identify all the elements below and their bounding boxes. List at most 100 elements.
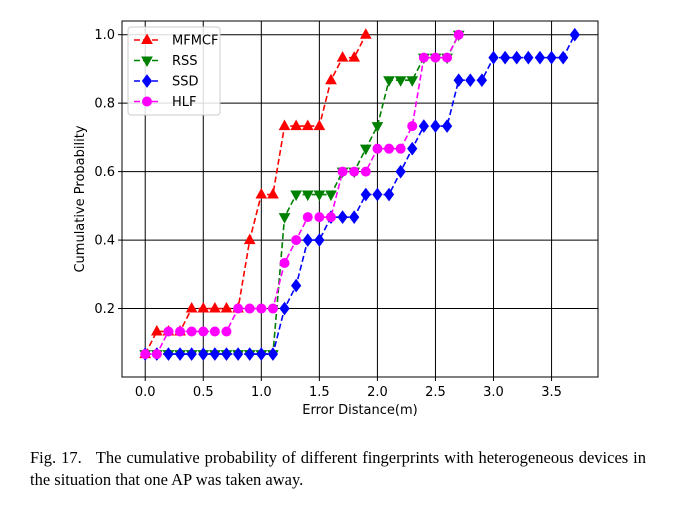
y-tick-label: 0.8 xyxy=(94,97,115,112)
cdf-chart: 0.0 0.5 1.0 1.5 2.0 2.5 3.0 3.50.20.40.60.81.0 … xyxy=(73,20,599,418)
data-point-ssd xyxy=(279,301,290,316)
data-point-ssd xyxy=(360,187,371,202)
data-point-hlf xyxy=(163,326,174,337)
data-point-ssd xyxy=(198,347,209,361)
data-point-rss xyxy=(325,190,337,202)
data-point-mfmcf xyxy=(150,324,163,336)
data-point-ssd xyxy=(453,73,464,88)
data-point-hlf xyxy=(325,212,336,223)
data-point-mfmcf xyxy=(197,302,210,313)
legend-marker-ssd xyxy=(141,74,153,88)
y-axis-label: Cumulative Probability xyxy=(73,125,88,272)
x-tick-label: 1.0 xyxy=(251,385,272,400)
data-point-hlf xyxy=(453,29,464,40)
data-point-ssd xyxy=(430,119,441,133)
data-point-hlf xyxy=(244,303,255,314)
data-point-ssd xyxy=(314,233,325,247)
data-point-hlf xyxy=(256,303,267,314)
data-point-hlf xyxy=(395,143,406,154)
axis-ticks: 0.0 0.5 1.0 1.5 2.0 2.5 3.0 3.5 0.2 0.4 0.6 0.8 1.0 xyxy=(94,28,562,400)
data-point-hlf xyxy=(360,166,371,177)
data-point-hlf xyxy=(279,258,290,269)
data-point-hlf xyxy=(372,143,383,154)
x-tick-label: 2.0 xyxy=(367,385,388,400)
legend: MFMCF RSS SSD HLF xyxy=(127,26,221,116)
x-tick-label: 0.0 xyxy=(135,385,156,400)
data-point-rss xyxy=(383,76,395,87)
data-point-mfmcf xyxy=(255,188,268,199)
data-point-ssd xyxy=(349,210,360,224)
data-point-ssd xyxy=(476,73,488,88)
data-point-hlf xyxy=(151,349,162,360)
data-point-ssd xyxy=(186,347,197,361)
data-point-rss xyxy=(371,122,384,133)
data-point-ssd xyxy=(569,27,580,42)
data-point-ssd xyxy=(558,50,569,65)
legend-item-rss: RSS xyxy=(134,54,198,69)
series-group xyxy=(139,27,580,361)
data-point-hlf xyxy=(430,52,441,63)
data-point-mfmcf xyxy=(313,119,326,131)
data-point-hlf xyxy=(407,121,418,132)
data-point-rss xyxy=(290,190,302,202)
data-point-ssd xyxy=(372,187,383,202)
data-point-ssd xyxy=(267,347,279,361)
data-point-mfmcf xyxy=(267,188,279,199)
data-point-hlf xyxy=(418,52,429,63)
data-point-hlf xyxy=(198,326,209,337)
data-point-hlf xyxy=(209,326,220,337)
data-point-rss xyxy=(359,144,372,156)
data-point-mfmcf xyxy=(209,302,221,313)
data-point-rss xyxy=(278,213,291,224)
data-point-hlf xyxy=(267,303,278,314)
data-point-mfmcf xyxy=(185,302,198,313)
data-point-ssd xyxy=(209,347,221,361)
data-point-ssd xyxy=(441,119,453,133)
data-point-hlf xyxy=(175,326,186,337)
data-point-ssd xyxy=(523,50,534,65)
y-tick-label: 0.6 xyxy=(94,165,115,180)
data-point-ssd xyxy=(291,278,302,293)
series-line-hlf xyxy=(145,34,460,355)
data-point-hlf xyxy=(221,326,232,337)
data-point-rss xyxy=(301,190,314,202)
x-tick-label: 3.5 xyxy=(541,385,562,400)
legend-item-mfmcf: MFMCF xyxy=(134,33,218,49)
data-point-mfmcf xyxy=(359,28,372,39)
x-tick-label: 2.5 xyxy=(425,385,446,400)
data-point-ssd xyxy=(221,347,232,361)
data-point-ssd xyxy=(232,347,244,361)
data-point-ssd xyxy=(244,347,255,361)
series-hlf xyxy=(140,29,464,360)
data-point-mfmcf xyxy=(243,233,256,245)
data-point-mfmcf xyxy=(290,119,302,131)
data-point-hlf xyxy=(349,166,360,177)
y-tick-label: 0.4 xyxy=(94,234,115,249)
data-point-ssd xyxy=(511,50,522,65)
caption-text: The cumulative probability of different … xyxy=(30,448,646,489)
legend-item-hlf: HLF xyxy=(134,95,197,110)
series-ssd xyxy=(140,27,580,361)
y-tick-label: 0.2 xyxy=(94,302,115,317)
data-point-ssd xyxy=(174,347,186,361)
data-point-mfmcf xyxy=(348,51,361,62)
x-tick-label: 1.5 xyxy=(309,385,330,400)
figure-caption: Fig. 17. The cumulative probability of di… xyxy=(30,447,646,491)
data-point-ssd xyxy=(499,50,511,65)
x-axis-label: Error Distance(m) xyxy=(302,403,417,418)
legend-label-ssd: SSD xyxy=(172,75,199,90)
data-point-ssd xyxy=(337,210,348,224)
legend-marker-mfmcf xyxy=(141,33,153,44)
data-point-hlf xyxy=(140,349,151,360)
legend-marker-rss xyxy=(141,56,153,68)
data-point-rss xyxy=(313,190,326,202)
data-point-hlf xyxy=(314,212,325,223)
data-point-ssd xyxy=(383,187,395,202)
legend-label-hlf: HLF xyxy=(172,95,197,110)
data-point-hlf xyxy=(302,212,313,223)
series-line-rss xyxy=(145,34,460,355)
data-point-hlf xyxy=(186,326,197,337)
data-point-mfmcf xyxy=(301,119,314,131)
caption-figure-number: Fig. 17. xyxy=(30,448,82,467)
data-point-ssd xyxy=(163,347,174,361)
